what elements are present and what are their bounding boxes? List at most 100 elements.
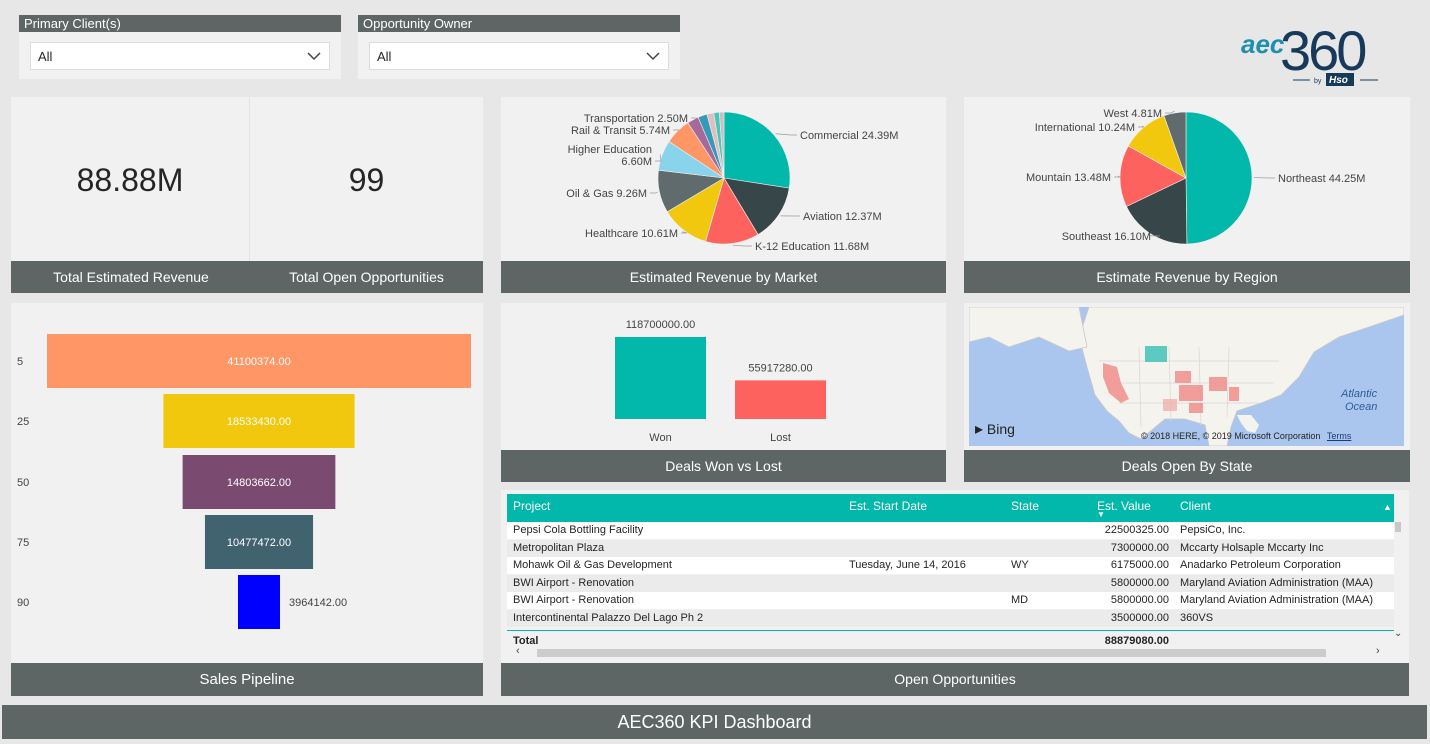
leader-line	[655, 154, 662, 162]
leader-line	[1165, 110, 1175, 114]
horizontal-scrollbar[interactable]	[537, 649, 1326, 657]
table-cell: BWI Airport - Renovation	[513, 576, 635, 589]
table-cell: Mohawk Oil & Gas Development	[513, 559, 672, 571]
filter-label: Opportunity Owner	[358, 15, 680, 32]
table-cell: 7300000.00	[1110, 541, 1169, 554]
pie-slice[interactable]	[723, 177, 790, 235]
table-total-row: Total 88879080.00	[507, 633, 1394, 650]
map-copyright: © 2018 HERE, © 2019 Microsoft Corporatio…	[1141, 431, 1351, 441]
pie-slice[interactable]	[719, 111, 725, 179]
wonlost-category-label: Won	[649, 432, 671, 444]
pie-slice[interactable]	[1126, 177, 1188, 245]
pie-slice[interactable]	[723, 111, 791, 189]
pie-slice-label: Northeast 44.25M	[1278, 173, 1365, 185]
total-opportunities-value: 99	[348, 162, 385, 198]
chevron-down-icon	[646, 52, 660, 61]
table-row[interactable]: BWI Airport - Renovation 5800000.00 Maryla…	[507, 574, 1394, 592]
bing-label: Bing	[986, 421, 1015, 437]
scroll-left-icon[interactable]: ‹	[516, 645, 520, 657]
total-revenue-label: Total Estimated Revenue	[53, 269, 209, 285]
pipeline-bar[interactable]	[182, 455, 336, 509]
pipeline-value-label: 41100374.00	[227, 356, 290, 368]
pipeline-category-label: 50	[17, 477, 29, 489]
wonlost-category-label: Lost	[770, 432, 791, 444]
table-row[interactable]: Metropolitan Plaza 7300000.00 Mccarty Hols…	[507, 539, 1394, 557]
primary-client-dropdown[interactable]: All	[30, 42, 330, 70]
pipeline-bar[interactable]	[204, 515, 314, 569]
pie-slice[interactable]	[705, 177, 759, 245]
table-row[interactable]: Pepsi Cola Bottling Facility 22500325.00 P…	[507, 522, 1394, 539]
pipeline-bar[interactable]	[163, 394, 355, 448]
pipeline-category-label: 25	[17, 416, 29, 428]
opportunity-owner-dropdown[interactable]: All	[369, 42, 669, 70]
pie-slice-label: Oil & Gas 9.26M	[566, 188, 647, 200]
chevron-down-icon	[307, 52, 321, 61]
pipeline-value-label: 3964142.00	[289, 597, 347, 609]
pipeline-category-label: 90	[17, 597, 29, 609]
pipeline-value-label: 14803662.00	[227, 477, 291, 489]
leader-line	[1138, 125, 1145, 128]
leader-line	[732, 245, 752, 247]
pipeline-bar[interactable]	[238, 575, 280, 629]
copyright-text: © 2018 HERE, © 2019 Microsoft Corporatio…	[1141, 431, 1321, 441]
wonlost-bar[interactable]	[615, 337, 706, 419]
wonlost-caption: Deals Won vs Lost	[501, 450, 946, 482]
table-cell: Metropolitan Plaza	[513, 541, 605, 554]
kpi-panel	[11, 97, 483, 293]
col-state[interactable]: State	[1011, 499, 1040, 513]
wonlost-bar[interactable]	[735, 380, 826, 419]
pie-slice-label: West 4.81M	[1104, 108, 1163, 120]
won-lost-chart: 118700000.00 Won 55917280.00 Lost	[615, 319, 826, 444]
vertical-scrollbar[interactable]	[1394, 522, 1402, 630]
pipeline-value-label: 18533430.00	[227, 416, 291, 428]
table-cell: Mccarty Holsaple Mccarty Inc	[1180, 541, 1324, 554]
table-cell: Anadarko Petroleum Corporation	[1180, 559, 1341, 571]
pipeline-bar[interactable]	[47, 334, 471, 388]
pie-slice[interactable]	[1119, 145, 1187, 207]
pie-slice-label: Aviation 12.37M	[803, 211, 882, 223]
state-map[interactable]: Atlantic Ocean ▸ Bing © 2018 HERE, © 201…	[969, 307, 1404, 446]
filter-opportunity-owner: Opportunity Owner All	[358, 15, 680, 79]
scroll-down-icon[interactable]: ⌄	[1394, 628, 1403, 639]
kpi-caption-bar	[11, 261, 483, 293]
pie-slice[interactable]	[1185, 111, 1253, 245]
leader-line	[650, 191, 658, 194]
table-cell: 5800000.00	[1110, 576, 1169, 589]
total-label: Total	[513, 635, 539, 647]
col-start-date[interactable]: Est. Start Date	[849, 499, 928, 513]
logo-brand: Hso	[1329, 75, 1348, 86]
pie-slice-label: Transportation 2.50M	[584, 113, 688, 125]
pie-slice-label: Rail & Transit 5.74M	[571, 125, 670, 137]
scroll-up-icon[interactable]: ▲	[1383, 502, 1392, 512]
col-project[interactable]: Project	[513, 499, 551, 513]
wonlost-value-label: 55917280.00	[748, 362, 812, 374]
table-cell: Intercontinental Palazzo Del Lago Ph 2	[513, 611, 704, 624]
table-cell: Maryland Aviation Administration (MAA)	[1180, 594, 1373, 606]
table-cell: 360VS	[1180, 611, 1214, 624]
terms-link[interactable]: Terms	[1326, 431, 1352, 441]
table-row[interactable]: Mohawk Oil & Gas Development Tuesday, Jun…	[507, 557, 1394, 574]
leader-line	[775, 133, 797, 136]
scroll-right-icon[interactable]: ›	[1376, 645, 1380, 657]
col-est-value[interactable]: Est. Value	[1097, 499, 1151, 513]
pie-slice-label: Higher Education	[568, 144, 652, 156]
table-cell: BWI Airport - Renovation	[513, 594, 635, 606]
pie-slice-label: International 10.24M	[1035, 122, 1135, 134]
dropdown-value: All	[377, 49, 392, 64]
leader-line	[681, 231, 688, 234]
dropdown-value: All	[38, 49, 53, 64]
total-revenue-value: 88.88M	[76, 162, 184, 198]
table-cell: Maryland Aviation Administration (MAA)	[1180, 576, 1373, 589]
region-chart-panel: Northeast 44.25M Southeast 16.10M Mountain…	[964, 97, 1410, 293]
pipeline-caption: Sales Pipeline	[11, 663, 483, 696]
total-value: 88879080.00	[1104, 635, 1169, 647]
table-cell: 3500000.00	[1110, 611, 1169, 624]
leader-line	[1114, 175, 1121, 178]
ocean-label-line2: Ocean	[1345, 401, 1377, 413]
col-client[interactable]: Client	[1180, 499, 1211, 513]
table-row[interactable]: Intercontinental Palazzo Del Lago Ph 2 35…	[507, 609, 1394, 627]
region-pie-chart: Northeast 44.25M Southeast 16.10M Mountain…	[1026, 108, 1365, 245]
table-row[interactable]: BWI Airport - Renovation MD 5800000.00 Mary…	[507, 592, 1394, 609]
pipeline-category-label: 75	[17, 537, 29, 549]
pie-slice[interactable]	[1163, 111, 1187, 179]
